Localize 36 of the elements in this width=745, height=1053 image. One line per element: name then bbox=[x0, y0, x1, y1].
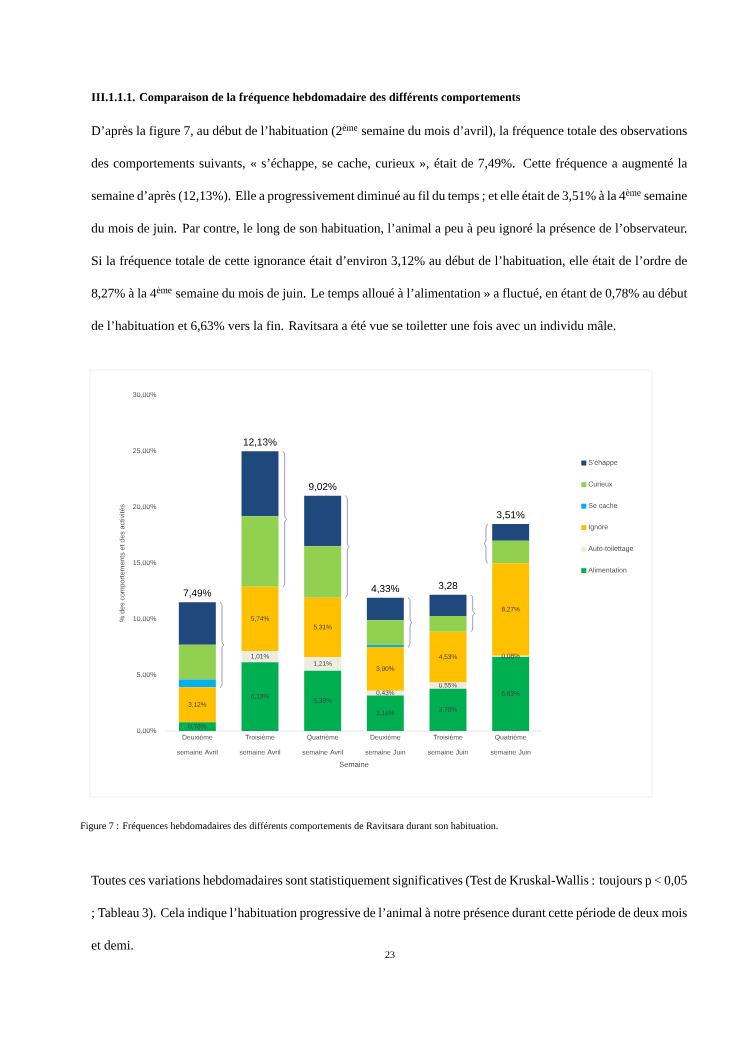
text: III.1.1.1. Comparaison de la fréquence hebdomadaire des différents comportements bbox=[91, 92, 521, 104]
annotation: 7,49% bbox=[183, 589, 212, 598]
bar bbox=[429, 616, 467, 632]
bar bbox=[429, 631, 467, 683]
bar bbox=[241, 451, 279, 517]
text: Toutes ces variations hebdomadaires sont statistiquement significatives (Test de Kruskal-Wallis : toujours p < 0,05 ; Tableau 3). Cela indique l’habituation progressive de l’animal à notre présence durant cette période de deux mois et demi. bbox=[91, 875, 687, 950]
annotation: 3,28 bbox=[438, 582, 458, 591]
annotation: 12,13% bbox=[243, 438, 277, 447]
bar bbox=[366, 695, 404, 732]
text: D’après la figure 7, au début de l’habituation (2$^{ème}$ semaine du mois d’avril), la fréquence totale des observations des comportements suivants, « s’échappe, se cache, curieux », était de 7,49%. Cette fréquence a augmenté la semaine d’après (12,13%). Elle a progressivement diminué au fil du temps ; et elle était de 3,51% à la 4$^{ème}$ semaine du mois de juin. Par contre, le long de son habituation, l’animal a peu à peu ignoré la présence de l’observateur. Si la fréquence totale de cette ignorance était d’environ 3,12% au début de l’habituation, elle était de l’ordre de 8,27% à la 4$^{ème}$ semaine du mois de juin. Le temps alloué à l’alimentation » a fluctué, en étant de 0,78% au début de l’habituation et 6,63% vers la fin. Ravitsara a été vue se toiletter une fois avec un individu mâle. bbox=[91, 124, 688, 333]
text: Figure 7 : Fréquences hebdomadaires des différents comportements de Ravitsara durant son habituation. bbox=[80, 821, 498, 832]
bar bbox=[241, 662, 279, 732]
bar bbox=[366, 690, 404, 696]
bar bbox=[304, 495, 342, 547]
bar bbox=[178, 687, 216, 723]
bar bbox=[492, 524, 530, 541]
bar bbox=[241, 586, 279, 652]
bar bbox=[304, 657, 342, 671]
bar bbox=[178, 644, 216, 680]
bar bbox=[429, 688, 467, 732]
bar bbox=[178, 602, 216, 645]
bar bbox=[366, 620, 404, 645]
bar bbox=[178, 679, 216, 688]
bar bbox=[304, 597, 342, 658]
annotation: 3,51% bbox=[496, 511, 525, 520]
text: 23 bbox=[385, 951, 395, 959]
bar bbox=[241, 516, 279, 587]
bar bbox=[304, 546, 342, 598]
bar bbox=[178, 722, 216, 732]
bar bbox=[492, 540, 530, 564]
bar bbox=[304, 670, 342, 732]
bar bbox=[366, 647, 404, 691]
bar bbox=[429, 594, 467, 617]
bar bbox=[366, 597, 404, 621]
annotation: 9,02% bbox=[308, 482, 337, 492]
annotation: 4,33% bbox=[371, 585, 400, 594]
